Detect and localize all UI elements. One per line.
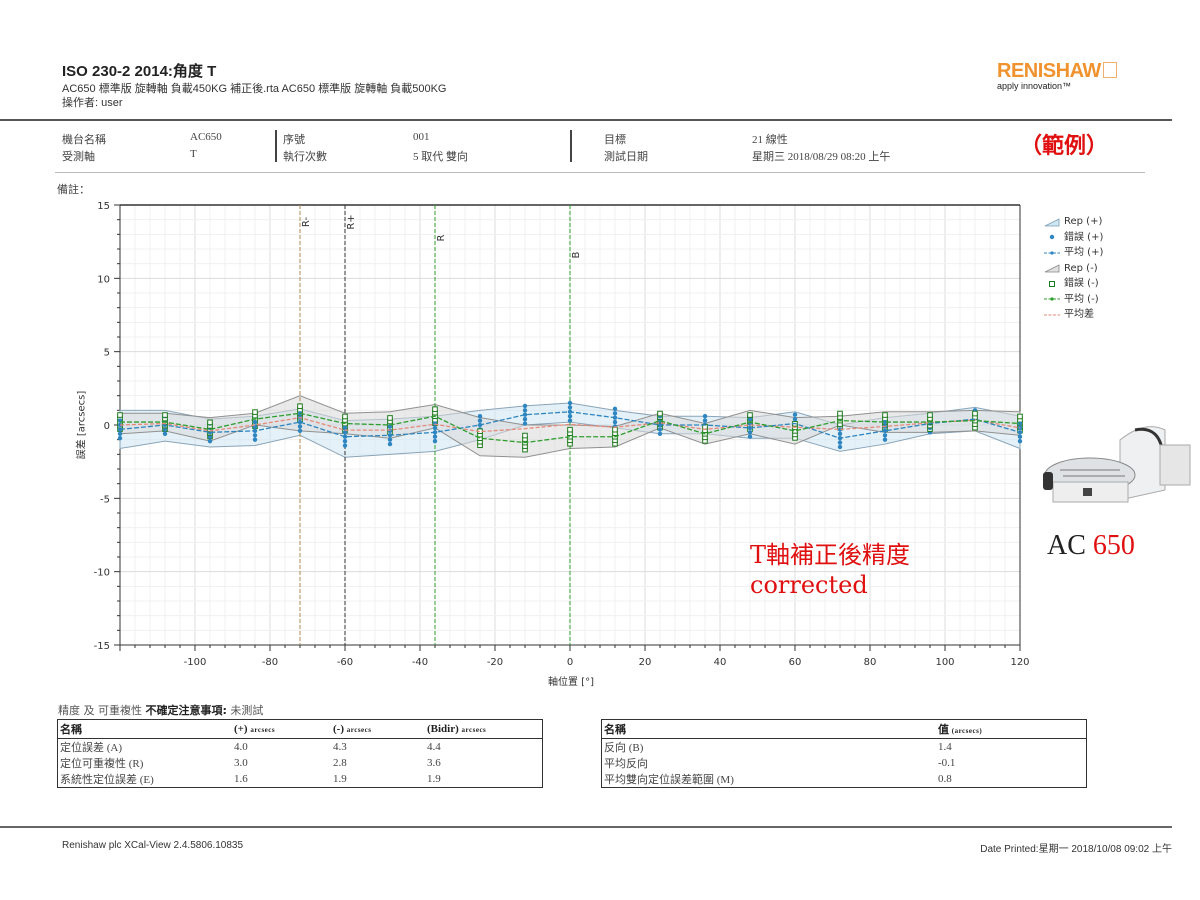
svg-text:0: 0 <box>104 421 110 432</box>
product-label: AC 650 <box>1047 530 1135 561</box>
reversal-table: 名稱 值 (arcsecs) 反向 (B) 1.4 平均反向 -0.1 平均雙向定位… <box>601 719 1087 788</box>
runs-label: 執行次數 <box>283 151 327 163</box>
machine-label: 機台名稱 <box>62 134 106 146</box>
legend-item-mean-plus: 平均 (+) <box>1044 245 1103 261</box>
footer-divider <box>0 826 1172 828</box>
legend-item-rep-plus: Rep (+) <box>1044 214 1103 230</box>
svg-text:20: 20 <box>639 657 652 668</box>
col-name: 名稱 <box>57 719 232 739</box>
col-value: 值 (arcsecs) <box>936 719 1087 739</box>
svg-text:-100: -100 <box>184 657 207 668</box>
svg-text:-15: -15 <box>94 641 110 652</box>
col-name: 名稱 <box>601 719 936 739</box>
y-axis-label: 誤差 [arcsecs] <box>76 390 88 460</box>
svg-text:-10: -10 <box>94 568 110 579</box>
legend-item-rep-minus: Rep (-) <box>1044 261 1103 277</box>
table-row: 系統性定位誤差 (E) 1.6 1.9 1.9 <box>60 773 441 786</box>
svg-text:-60: -60 <box>337 657 353 668</box>
table-row: 平均反向 -0.1 <box>604 757 956 770</box>
error-chart: -100 -80 -60 -40 -20 0 20 40 60 80 100 120 15 10 5 0 -5 -… <box>94 201 1030 668</box>
date-label: 測試日期 <box>604 151 648 163</box>
line-dot-icon <box>1044 251 1060 255</box>
renishaw-logo: RENISHAW apply innovation™ <box>997 60 1117 91</box>
info-divider <box>55 172 1145 173</box>
svg-text:R-: R- <box>301 217 312 228</box>
dot-icon <box>1049 235 1055 240</box>
date-printed: Date Printed:星期一 2018/10/08 09:02 上午 <box>980 844 1172 855</box>
example-mark: （範例） <box>1020 133 1109 159</box>
legend-item-mean-minus: 平均 (-) <box>1044 292 1103 308</box>
band-icon <box>1044 264 1060 273</box>
svg-text:80: 80 <box>864 657 877 668</box>
operator: 操作者: user <box>62 97 123 109</box>
chart-legend: Rep (+) 錯誤 (+) 平均 (+) Rep (-) 錯誤 (-) 平均 … <box>1044 214 1103 323</box>
correction-annotation: T軸補正後精度 corrected <box>750 541 911 599</box>
svg-text:10: 10 <box>97 274 110 285</box>
logo-tagline: apply innovation™ <box>997 81 1072 91</box>
svg-text:60: 60 <box>789 657 802 668</box>
svg-text:-20: -20 <box>487 657 503 668</box>
line-icon <box>1044 314 1060 316</box>
svg-text:100: 100 <box>935 657 954 668</box>
svg-text:-5: -5 <box>100 494 110 505</box>
square-icon <box>1049 280 1055 287</box>
target-label: 目標 <box>604 134 626 146</box>
serial-label: 序號 <box>283 134 305 146</box>
col-bidir: (Bidir) arcsecs <box>425 719 543 739</box>
rotary-table-image <box>1035 420 1197 520</box>
logo-mark-icon <box>1102 62 1117 78</box>
legend-item-mean-diff: 平均差 <box>1044 307 1103 323</box>
report-title: ISO 230-2 2014:角度 T <box>62 63 217 80</box>
svg-text:B: B <box>571 251 582 258</box>
line-dot-icon <box>1044 297 1060 301</box>
legend-item-error-plus: 錯誤 (+) <box>1044 230 1103 246</box>
svg-text:120: 120 <box>1010 657 1029 668</box>
notes-label: 備註： <box>57 183 90 196</box>
legend-item-error-minus: 錯誤 (-) <box>1044 276 1103 292</box>
svg-text:15: 15 <box>97 201 110 212</box>
table-row: 反向 (B) 1.4 <box>604 741 952 754</box>
svg-text:5: 5 <box>104 348 110 359</box>
table-row: 定位可重複性 (R) 3.0 2.8 3.6 <box>60 757 441 770</box>
col-plus: (+) arcsecs <box>232 719 331 739</box>
table-row: 定位誤差 (A) 4.0 4.3 4.4 <box>60 741 441 754</box>
machine-value: AC650 <box>190 131 222 143</box>
axis-label: 受測軸 <box>62 151 95 163</box>
info-separator <box>275 130 277 162</box>
target-value: 21 線性 <box>752 134 788 146</box>
axis-value: T <box>190 148 197 160</box>
band-icon <box>1044 218 1060 227</box>
accuracy-table: 名稱 (+) arcsecs (-) arcsecs (Bidir) arcse… <box>57 719 543 788</box>
svg-text:R+: R+ <box>346 214 357 229</box>
file-line: AC650 標準版 旋轉軸 負載450KG 補正後.rta AC650 標準版 … <box>62 83 447 95</box>
svg-text:-40: -40 <box>412 657 428 668</box>
svg-text:-80: -80 <box>262 657 278 668</box>
col-minus: (-) arcsecs <box>331 719 425 739</box>
software-version: Renishaw plc XCal-View 2.4.5806.10835 <box>62 840 244 851</box>
header-divider <box>0 119 1172 121</box>
svg-text:40: 40 <box>714 657 727 668</box>
runs-value: 5 取代 雙向 <box>413 151 468 163</box>
info-separator <box>570 130 572 162</box>
svg-text:R: R <box>436 234 447 241</box>
x-axis-label: 軸位置 [°] <box>548 677 594 688</box>
svg-text:0: 0 <box>567 657 573 668</box>
logo-brand: RENISHAW <box>997 60 1101 82</box>
results-caption: 精度 及 可重複性 不確定注意事項: 未測試 <box>58 704 264 717</box>
serial-value: 001 <box>413 131 430 143</box>
date-value: 星期三 2018/08/29 08:20 上午 <box>752 151 891 163</box>
table-row: 平均雙向定位誤差範圍 (M) 0.8 <box>604 773 952 786</box>
